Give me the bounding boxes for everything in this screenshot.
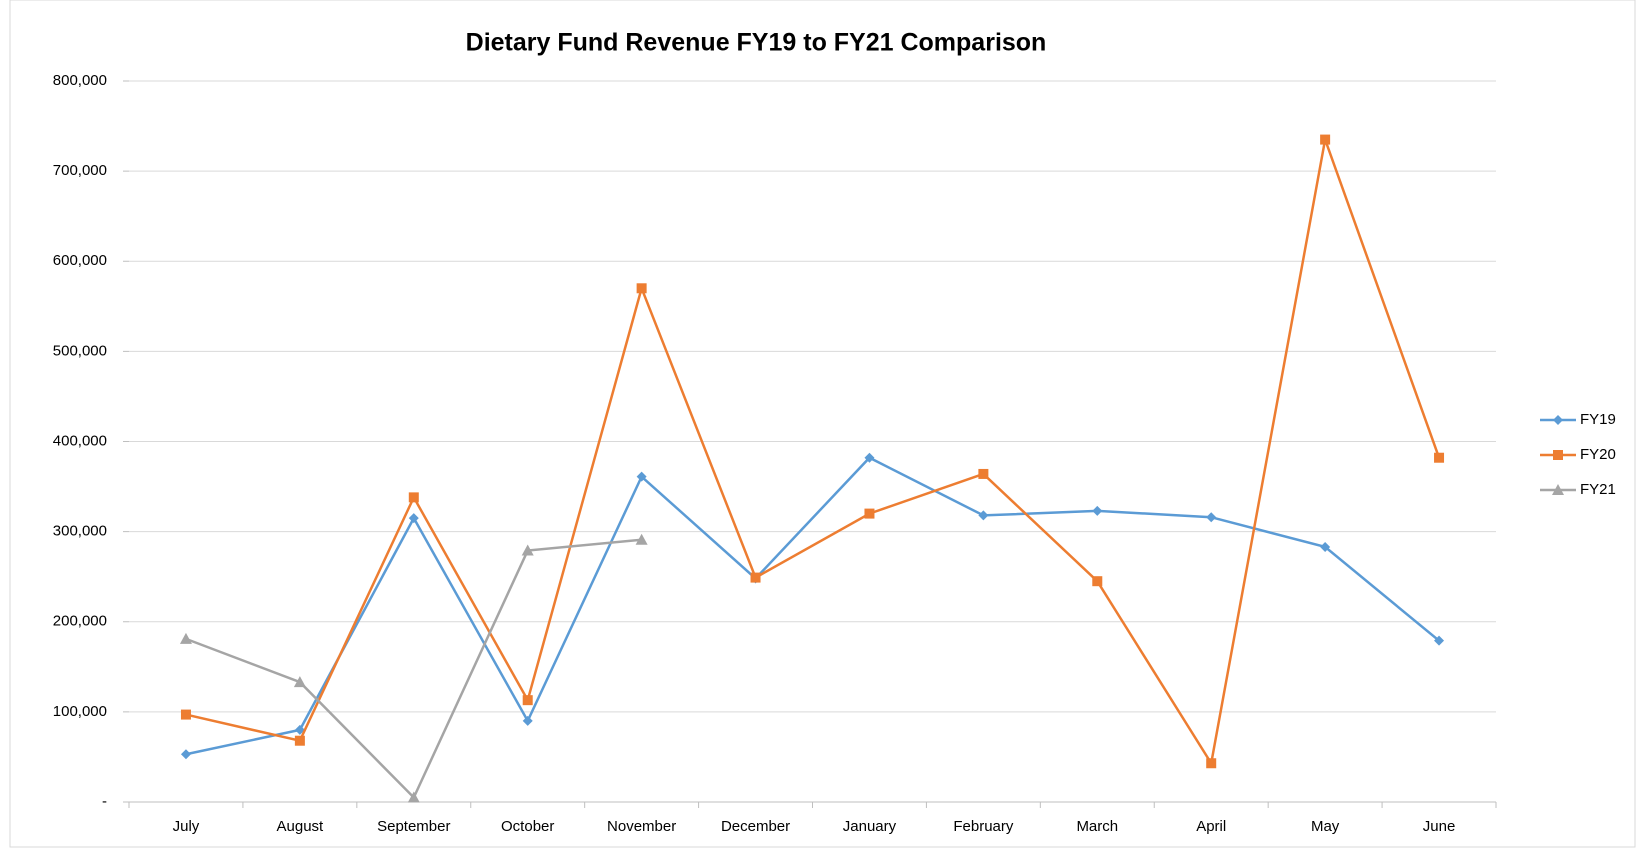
chart-title: Dietary Fund Revenue FY19 to FY21 Compar…: [466, 29, 1047, 57]
data-point: [1320, 541, 1331, 552]
legend-label: FY20: [1580, 446, 1616, 463]
data-point: [522, 695, 533, 706]
data-point: [864, 508, 875, 519]
data-point: [636, 283, 647, 294]
series-line: [185, 134, 1441, 767]
x-tick-label: July: [173, 818, 200, 835]
x-tick-label: September: [377, 818, 450, 835]
chart-frame: [9, 0, 1636, 848]
y-tick-label: 300,000: [53, 523, 107, 540]
x-tick-label: June: [1423, 818, 1456, 835]
data-point: [635, 533, 648, 545]
data-point: [1092, 576, 1103, 587]
data-point: [1206, 758, 1217, 769]
x-tick-label: October: [501, 818, 554, 835]
data-point: [408, 513, 419, 524]
x-tick-label: May: [1311, 818, 1340, 835]
legend-marker: [1553, 450, 1563, 460]
data-point: [636, 471, 647, 482]
y-tick-label: 700,000: [53, 162, 107, 179]
data-point: [978, 510, 989, 521]
data-point: [294, 735, 305, 746]
y-tick-label: 500,000: [53, 342, 107, 359]
legend-marker: [1552, 484, 1564, 495]
data-point: [407, 791, 420, 803]
legend-marker: [1553, 415, 1563, 425]
data-point: [750, 572, 761, 583]
data-point: [179, 632, 192, 644]
x-tick-label: January: [843, 818, 897, 835]
data-point: [1434, 635, 1445, 646]
data-point: [521, 544, 534, 556]
x-tick-label: February: [953, 818, 1014, 835]
data-point: [408, 492, 419, 503]
data-point: [294, 724, 305, 735]
x-tick-label: August: [277, 818, 325, 835]
y-tick-label: 800,000: [53, 72, 107, 89]
data-point: [1320, 134, 1331, 145]
y-tick-label: 600,000: [53, 252, 107, 269]
x-tick-label: March: [1076, 818, 1118, 835]
data-point: [293, 676, 306, 688]
y-tick-label: -: [102, 793, 107, 810]
y-tick-label: 400,000: [53, 432, 107, 449]
data-point: [522, 715, 533, 726]
series-line: [185, 456, 1440, 756]
legend-label: FY21: [1580, 481, 1616, 498]
data-point: [1206, 512, 1217, 523]
data-point: [978, 468, 989, 479]
x-tick-label: December: [721, 818, 790, 835]
y-tick-label: 200,000: [53, 613, 107, 630]
x-tick-label: November: [607, 818, 676, 835]
data-point: [1092, 505, 1103, 516]
legend-label: FY19: [1580, 411, 1616, 428]
data-point: [180, 709, 191, 720]
y-tick-label: 100,000: [53, 703, 107, 720]
x-tick-label: April: [1196, 818, 1226, 835]
data-point: [864, 452, 875, 463]
data-point: [180, 749, 191, 760]
data-point: [1434, 452, 1445, 463]
